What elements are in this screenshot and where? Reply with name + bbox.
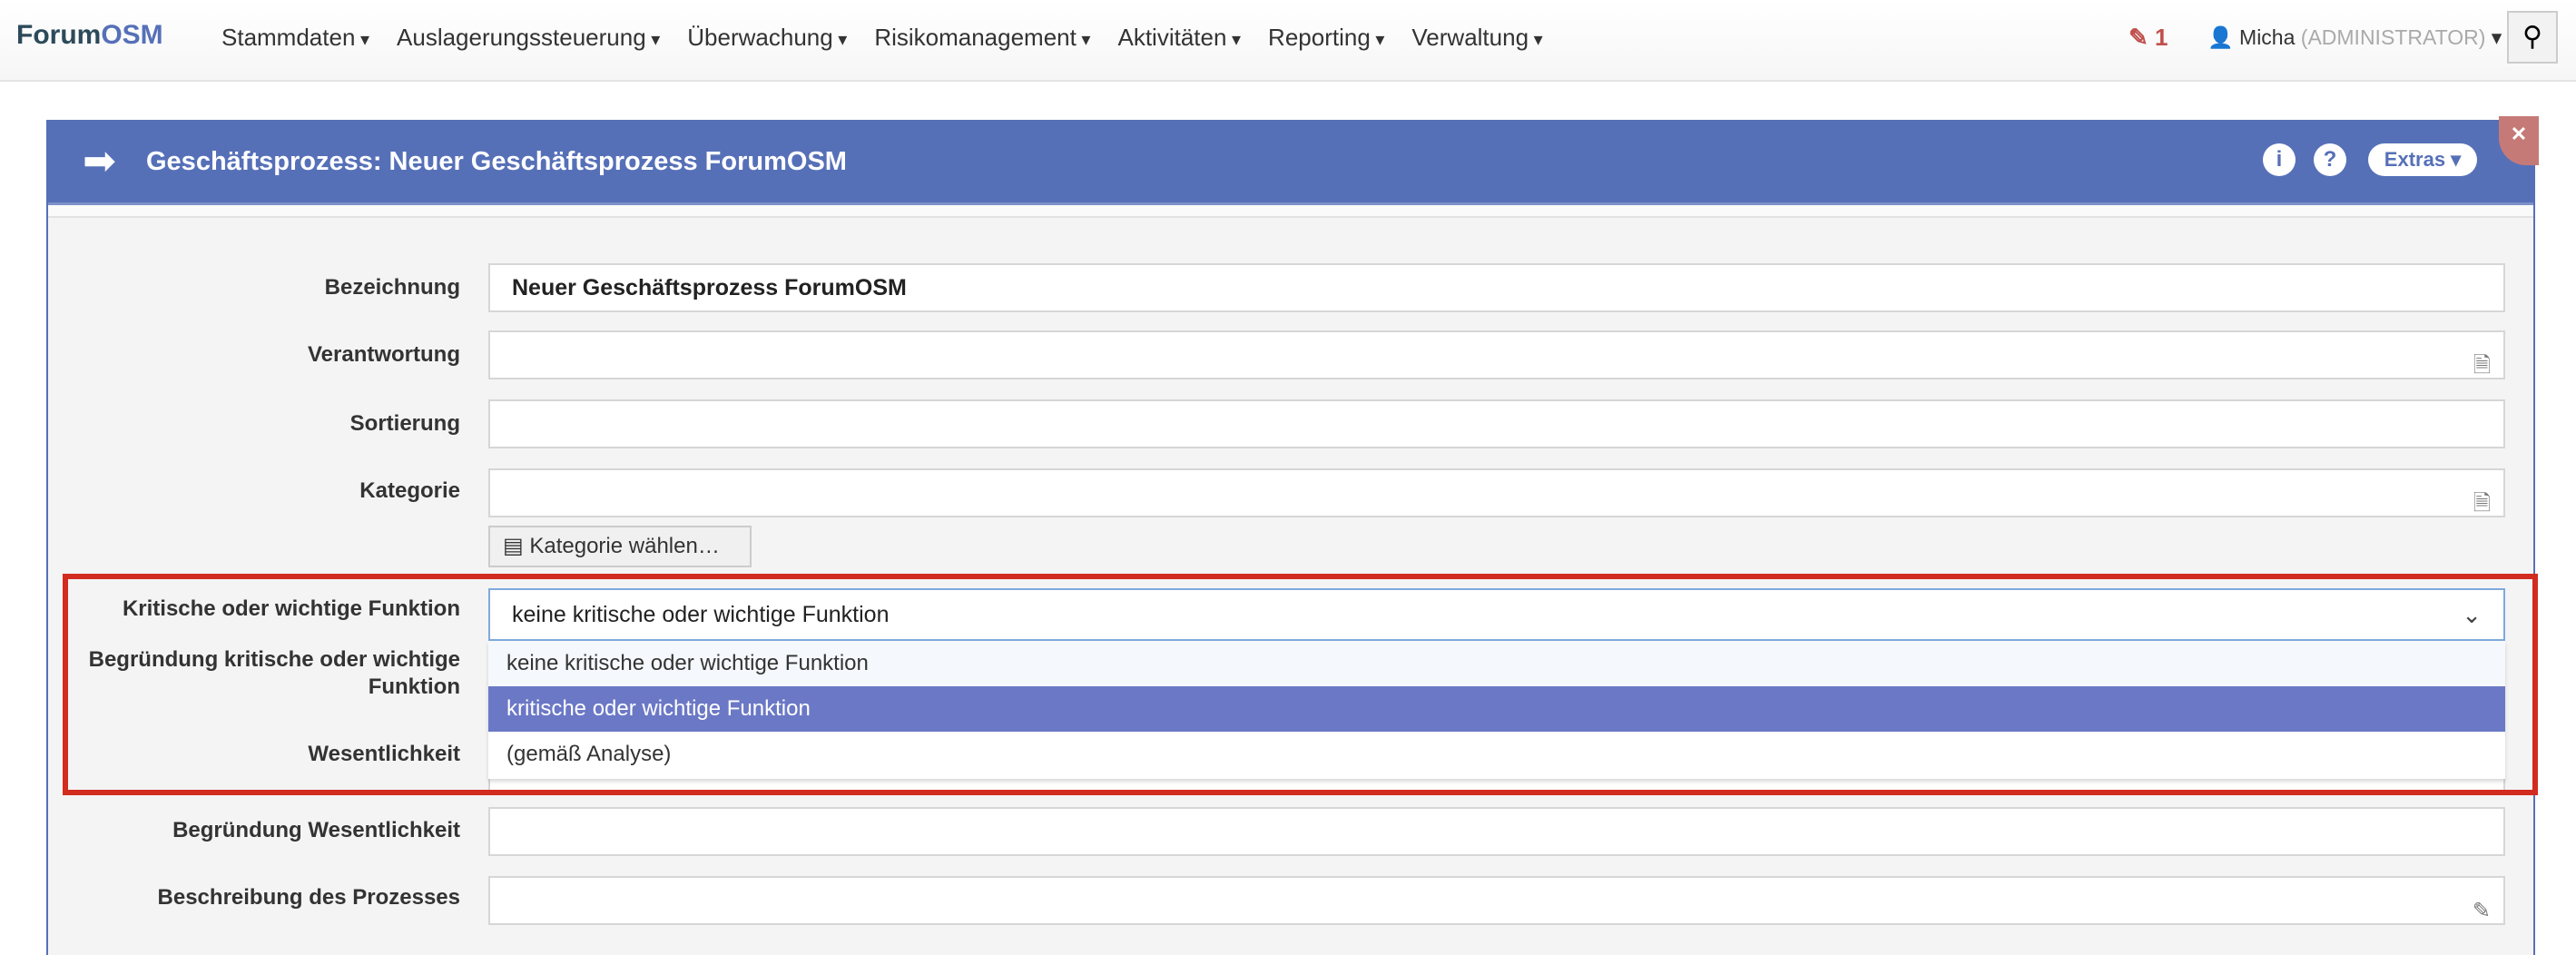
pencil-icon: ✎ bbox=[2129, 24, 2148, 51]
main-menu: Stammdaten Auslagerungssteuerung Überwac… bbox=[221, 24, 1543, 52]
label-begruendung-kritisch: Begründung kritische oder wichtige Funkti… bbox=[43, 646, 460, 701]
search-icon: ⚲ bbox=[2522, 22, 2542, 52]
dropdown-option[interactable]: (gemäß Analyse) bbox=[488, 732, 2505, 777]
help-icon[interactable]: ? bbox=[2314, 143, 2346, 176]
extras-label: Extras bbox=[2384, 148, 2446, 171]
verantwortung-input[interactable]: 🗎 bbox=[488, 330, 2505, 379]
label-line-1: Begründung kritische oder wichtige bbox=[88, 647, 460, 672]
brand-logo[interactable]: ForumOSM bbox=[16, 20, 163, 51]
list-icon: ▤ bbox=[503, 534, 524, 558]
begruendung-wesentlichkeit-input[interactable] bbox=[488, 807, 2505, 856]
label-line-2: Funktion bbox=[368, 674, 460, 699]
search-button[interactable]: ⚲ bbox=[2507, 11, 2558, 64]
arrow-right-icon: ➡ bbox=[83, 139, 116, 183]
close-icon: ✕ bbox=[2510, 123, 2528, 145]
info-icon[interactable]: i bbox=[2263, 143, 2296, 176]
label-verantwortung: Verantwortung bbox=[307, 342, 460, 367]
menu-ueberwachung[interactable]: Überwachung bbox=[687, 24, 847, 52]
bezeichnung-input[interactable]: Neuer Geschäftsprozess ForumOSM bbox=[488, 263, 2505, 312]
kategorie-waehlen-button[interactable]: ▤ Kategorie wählen… bbox=[488, 526, 752, 567]
dropdown-option-highlighted[interactable]: kritische oder wichtige Funktion bbox=[488, 686, 2505, 732]
document-lookup-icon[interactable]: 🗎 bbox=[2473, 353, 2491, 378]
label-kategorie: Kategorie bbox=[359, 478, 460, 503]
sortierung-input[interactable] bbox=[488, 399, 2505, 448]
menu-auslagerungssteuerung[interactable]: Auslagerungssteuerung bbox=[397, 24, 660, 52]
kategorie-button-label: Kategorie wählen… bbox=[529, 534, 720, 558]
brand-text: Forum bbox=[16, 20, 102, 50]
menu-aktivitaeten[interactable]: Aktivitäten bbox=[1117, 24, 1241, 52]
panel-toolbar-strip bbox=[48, 205, 2533, 218]
menu-reporting[interactable]: Reporting bbox=[1268, 24, 1384, 52]
select-value: keine kritische oder wichtige Funktion bbox=[512, 602, 890, 627]
edits-count: 1 bbox=[2155, 24, 2168, 51]
panel-header: ➡ Geschäftsprozess: Neuer Geschäftsproze… bbox=[48, 116, 2539, 205]
chevron-down-icon: ⌄ bbox=[2462, 601, 2482, 628]
edit-icon[interactable]: ✎ bbox=[2472, 899, 2491, 923]
label-wesentlichkeit: Wesentlichkeit bbox=[308, 742, 460, 766]
label-beschreibung: Beschreibung des Prozesses bbox=[157, 885, 460, 910]
label-kritische-funktion: Kritische oder wichtige Funktion bbox=[122, 596, 460, 621]
menu-verwaltung[interactable]: Verwaltung bbox=[1411, 24, 1542, 52]
close-button[interactable]: ✕ bbox=[2499, 116, 2539, 165]
label-begruendung-wesentlichkeit: Begründung Wesentlichkeit bbox=[172, 818, 460, 842]
kritische-funktion-select[interactable]: keine kritische oder wichtige Funktion ⌄ bbox=[488, 588, 2505, 641]
label-bezeichnung: Bezeichnung bbox=[324, 275, 460, 300]
edits-link[interactable]: ✎ 1 bbox=[2129, 24, 2168, 52]
user-icon: 👤 bbox=[2207, 25, 2234, 49]
user-name: Micha bbox=[2239, 25, 2296, 49]
beschreibung-input[interactable]: ✎ bbox=[488, 876, 2505, 925]
menu-stammdaten[interactable]: Stammdaten bbox=[221, 24, 369, 52]
user-menu[interactable]: 👤 Micha (ADMINISTRATOR) ▾ bbox=[2207, 25, 2502, 50]
menu-risikomanagement[interactable]: Risikomanagement bbox=[874, 24, 1090, 52]
caret-down-icon: ▾ bbox=[2491, 25, 2502, 49]
label-sortierung: Sortierung bbox=[349, 411, 460, 436]
panel-title: Geschäftsprozess: Neuer Geschäftsprozess… bbox=[146, 147, 847, 176]
highlight-annotation-box bbox=[63, 574, 2538, 795]
document-lookup-icon[interactable]: 🗎 bbox=[2473, 491, 2491, 516]
dropdown-option[interactable]: keine kritische oder wichtige Funktion bbox=[488, 641, 2505, 686]
brand-text-accent: OSM bbox=[101, 20, 163, 50]
kategorie-input[interactable]: 🗎 bbox=[488, 468, 2505, 517]
user-role: (ADMINISTRATOR) bbox=[2300, 25, 2486, 49]
extras-button[interactable]: Extras ▾ bbox=[2368, 143, 2477, 176]
navbar: ForumOSM Stammdaten Auslagerungssteuerun… bbox=[0, 0, 2576, 82]
